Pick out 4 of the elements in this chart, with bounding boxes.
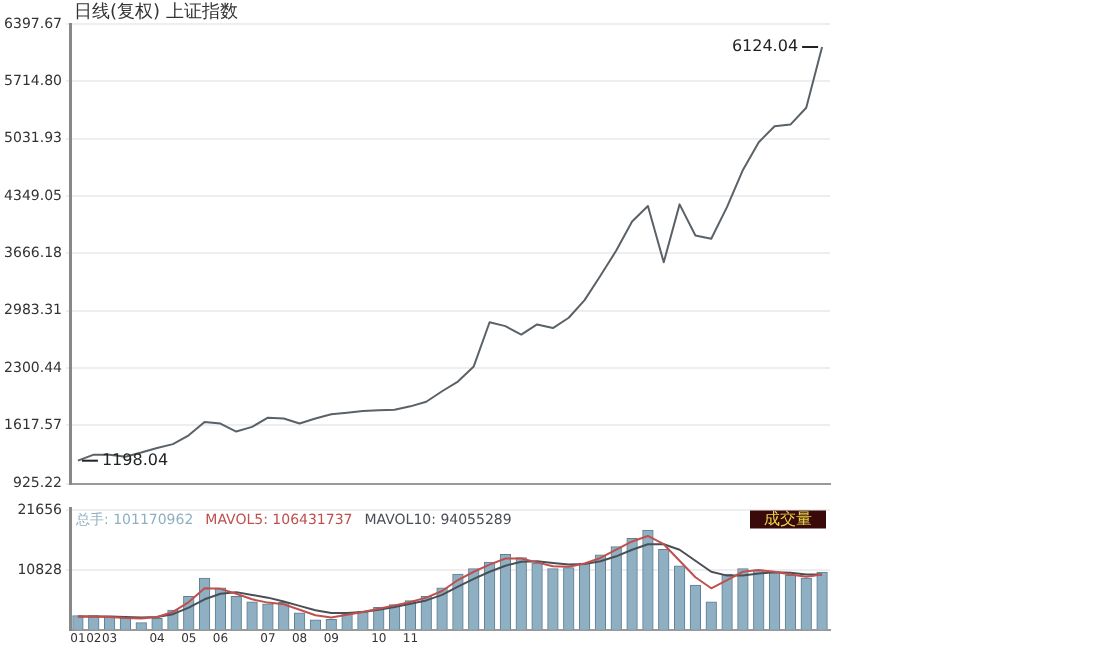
chart-title: 日线(复权) 上证指数	[74, 0, 238, 23]
annotation: 1198.04	[101, 450, 169, 469]
annotation: 成交量	[764, 509, 812, 528]
annotation: 6124.04	[731, 37, 799, 56]
